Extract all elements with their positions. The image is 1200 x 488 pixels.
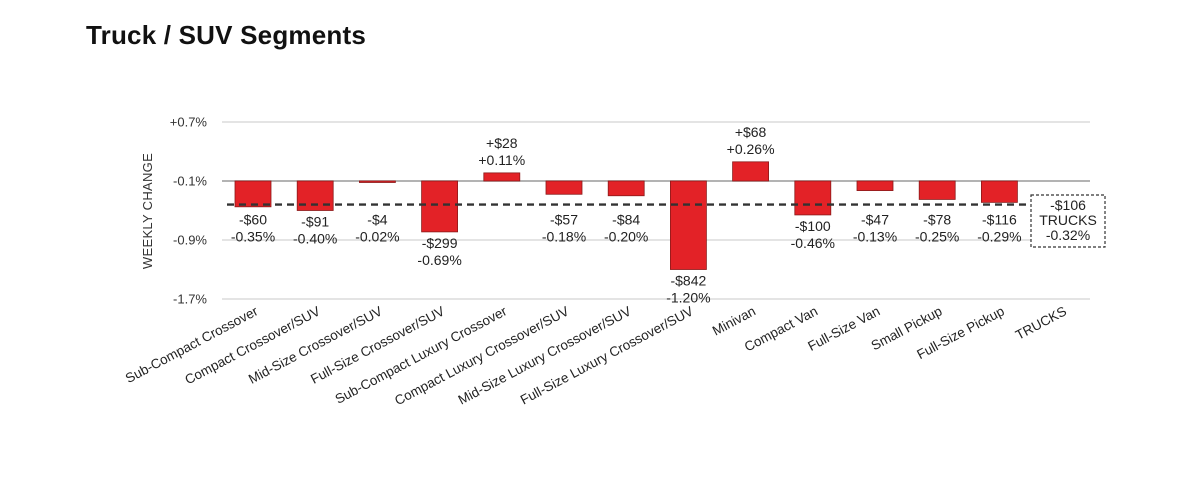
data-label-pct: -1.20% bbox=[666, 290, 710, 306]
bar bbox=[296, 180, 334, 211]
data-label-pct: +0.11% bbox=[478, 152, 525, 168]
page-title: Truck / SUV Segments bbox=[86, 20, 366, 50]
data-label-dollar: +$68 bbox=[735, 124, 767, 140]
data-label-dollar: -$116 bbox=[982, 212, 1017, 228]
data-label-pct: +0.26% bbox=[727, 141, 775, 157]
bar bbox=[545, 180, 583, 195]
y-tick-label: -0.1% bbox=[173, 174, 207, 189]
data-label-dollar: -$842 bbox=[670, 273, 706, 289]
trucks-reference-pct: -0.32% bbox=[1046, 227, 1090, 243]
data-label-pct: -0.02% bbox=[355, 229, 399, 245]
data-label-pct: -0.20% bbox=[604, 229, 648, 245]
data-label-dollar: -$100 bbox=[795, 218, 831, 234]
data-label-pct: -0.13% bbox=[853, 229, 897, 245]
bar bbox=[234, 180, 272, 208]
trucks-reference-name: TRUCKS bbox=[1039, 212, 1097, 228]
data-label-dollar: -$84 bbox=[612, 212, 640, 228]
data-label-dollar: -$78 bbox=[923, 212, 951, 228]
data-label-pct: -0.40% bbox=[293, 231, 337, 247]
data-label-dollar: -$47 bbox=[861, 212, 889, 228]
trucks-reference-dollar: -$106 bbox=[1050, 197, 1086, 213]
bar bbox=[358, 180, 396, 183]
data-label-pct: -0.69% bbox=[417, 252, 461, 268]
data-label-dollar: -$4 bbox=[367, 212, 387, 228]
bar bbox=[483, 172, 521, 182]
bar bbox=[794, 180, 832, 216]
data-label-pct: -0.35% bbox=[231, 229, 275, 245]
data-label-pct: -0.25% bbox=[915, 229, 959, 245]
y-axis-title: WEEKLY CHANGE bbox=[140, 153, 155, 269]
bar bbox=[670, 180, 707, 270]
bar bbox=[421, 180, 459, 233]
category-label: Minivan bbox=[710, 303, 758, 338]
bar bbox=[981, 180, 1018, 203]
data-label-dollar: +$28 bbox=[486, 135, 518, 151]
data-label-pct: -0.46% bbox=[791, 235, 835, 251]
y-tick-label: +0.7% bbox=[170, 115, 208, 130]
y-tick-label: -0.9% bbox=[173, 233, 207, 248]
data-label-pct: -0.29% bbox=[977, 229, 1021, 245]
trucks-reference-box bbox=[1030, 194, 1106, 248]
bar bbox=[918, 180, 956, 200]
data-label-dollar: -$91 bbox=[301, 214, 329, 230]
data-label-dollar: -$60 bbox=[239, 212, 267, 228]
bar bbox=[856, 180, 894, 191]
y-tick-label: -1.7% bbox=[173, 292, 207, 307]
bar bbox=[607, 180, 645, 197]
data-label-dollar: -$299 bbox=[422, 235, 458, 251]
data-label-dollar: -$57 bbox=[550, 212, 578, 228]
category-label: TRUCKS bbox=[1013, 303, 1069, 342]
bar bbox=[732, 161, 769, 182]
data-label-pct: -0.18% bbox=[542, 229, 586, 245]
